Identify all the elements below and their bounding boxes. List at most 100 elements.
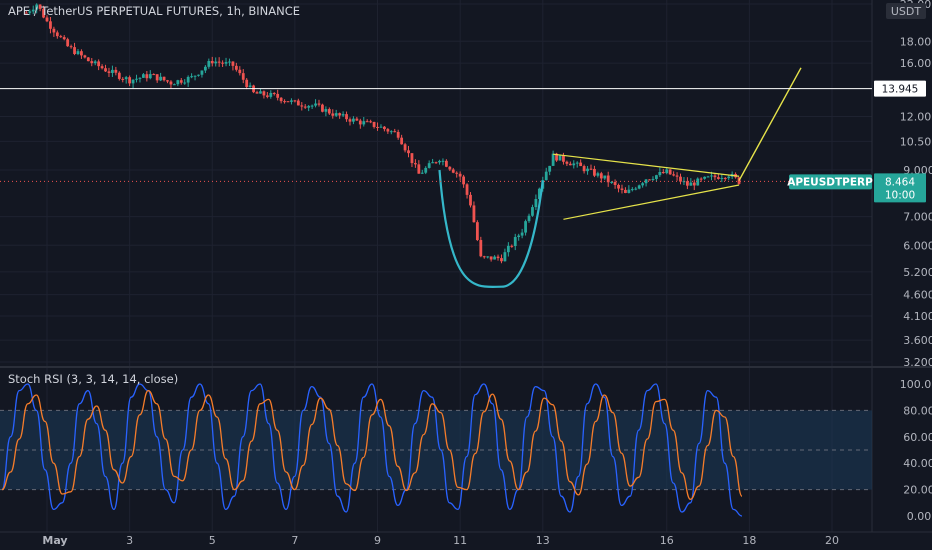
candle-body	[152, 74, 156, 76]
candle-body	[630, 189, 634, 191]
candle-body	[617, 184, 620, 189]
stoch-k-line	[1, 383, 743, 517]
candle-body	[145, 74, 149, 79]
candle-body	[410, 153, 414, 164]
candle-body	[179, 80, 183, 83]
candle-body	[713, 175, 717, 178]
candle-body	[210, 61, 214, 64]
candle-body	[658, 171, 662, 176]
candle-body	[317, 103, 321, 105]
candle-body	[114, 69, 118, 73]
candle-body	[186, 76, 190, 83]
candle-body	[245, 79, 249, 87]
candle-body	[582, 166, 586, 172]
candle-body	[527, 215, 531, 222]
candle-body	[510, 245, 514, 247]
drawn-patterns	[438, 67, 802, 288]
candle-body	[131, 79, 135, 84]
candle-body	[472, 205, 476, 223]
candle-body	[451, 169, 455, 173]
indicator-tick-label: 100.00	[900, 378, 932, 391]
candle-body	[310, 105, 314, 107]
candle-body	[59, 36, 63, 38]
candle-body	[203, 66, 207, 71]
candle-body	[55, 32, 59, 37]
time-tick-label: 18	[742, 534, 756, 547]
candle-body	[372, 121, 376, 127]
candle-body	[438, 160, 441, 163]
candle-body	[400, 137, 404, 145]
candle-body	[162, 76, 166, 81]
candle-body	[696, 178, 700, 186]
candle-body	[517, 235, 521, 238]
candle-body	[300, 105, 304, 107]
chart-title: APE / TetherUS PERPETUAL FUTURES, 1h, BI…	[8, 4, 300, 18]
candle-body	[49, 21, 52, 29]
indicator-tick-label: 60.00	[903, 431, 932, 444]
candle-body	[200, 70, 204, 75]
candle-body	[104, 68, 107, 72]
price-tick-label: 7.000	[903, 211, 932, 224]
candle-body	[568, 163, 572, 166]
candle-body	[338, 113, 342, 116]
candle-body	[610, 181, 614, 183]
price-tick-label: 6.000	[903, 239, 932, 252]
candle-body	[634, 188, 638, 190]
candle-body	[710, 175, 713, 177]
candle-body	[35, 4, 39, 10]
candle-body	[107, 71, 111, 73]
candle-body	[138, 77, 142, 79]
candle-body	[290, 100, 293, 102]
candle-body	[166, 80, 169, 82]
candle-body	[159, 76, 163, 81]
triangle-lower-line	[563, 184, 740, 220]
candle-body	[558, 155, 562, 161]
candle-body	[637, 185, 641, 189]
candle-body	[555, 153, 558, 161]
candle-body	[599, 173, 603, 179]
candle-body	[286, 101, 290, 103]
candle-body	[407, 150, 410, 154]
candle-body	[42, 8, 45, 18]
price-tick-label: 4.100	[903, 310, 932, 323]
time-tick-label: 16	[660, 534, 674, 547]
candle-body	[272, 92, 276, 94]
candle-body	[86, 57, 90, 62]
candle-body	[324, 109, 328, 112]
candle-body	[238, 69, 242, 74]
candle-body	[362, 121, 366, 125]
candle-body	[169, 81, 173, 85]
candle-body	[644, 179, 648, 184]
horizontal-level-line[interactable]	[0, 88, 872, 182]
candle-body	[448, 166, 452, 170]
indicator-tick-label: 40.00	[903, 457, 932, 470]
candle-body	[45, 17, 49, 22]
price-tick-label: 10.500	[900, 135, 932, 148]
candle-body	[345, 114, 348, 120]
candle-body	[69, 46, 73, 48]
stoch-d-line	[1, 389, 743, 500]
candle-body	[52, 28, 56, 33]
candle-body	[665, 169, 669, 174]
last-price-tag-bg	[874, 173, 926, 203]
candle-body	[723, 177, 727, 179]
candle-body	[531, 207, 534, 216]
candle-body	[80, 51, 83, 56]
candle-body	[341, 114, 345, 116]
candle-body	[506, 245, 510, 253]
candle-body	[148, 74, 152, 79]
time-tick-label: 7	[291, 534, 298, 547]
time-tick-label: 20	[825, 534, 839, 547]
candle-body	[76, 51, 80, 55]
candle-body	[241, 73, 245, 80]
candle-body	[73, 47, 76, 55]
candle-body	[427, 163, 431, 168]
candle-body	[327, 109, 331, 114]
candle-body	[703, 176, 707, 179]
candle-body	[596, 173, 600, 176]
price-tick-label: 3.200	[903, 356, 932, 369]
candle-body	[183, 82, 187, 84]
candle-body	[562, 155, 565, 162]
